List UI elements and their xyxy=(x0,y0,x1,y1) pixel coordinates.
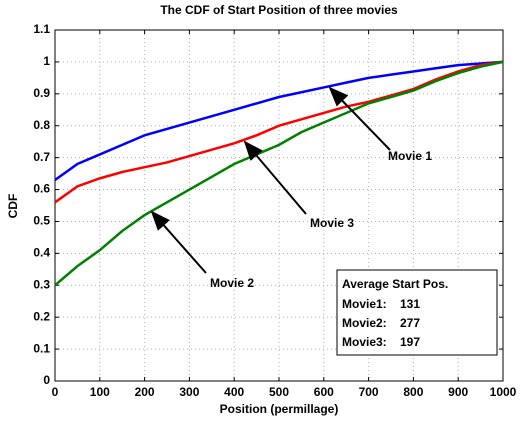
y-tick-label: 0.4 xyxy=(33,246,50,260)
x-tick-label: 900 xyxy=(448,385,468,399)
info-box-label: Movie3: xyxy=(342,335,387,349)
y-tick-label: 0.8 xyxy=(33,118,50,132)
y-tick-label: 0 xyxy=(43,373,50,387)
x-tick-label: 200 xyxy=(135,385,155,399)
y-tick-label: 0.3 xyxy=(33,277,50,291)
y-tick-label: 1.1 xyxy=(33,22,50,36)
x-tick-label: 800 xyxy=(403,385,423,399)
y-tick-label: 0.7 xyxy=(33,150,50,164)
y-axis-label: CDF xyxy=(6,194,20,219)
info-box-value: 197 xyxy=(400,335,420,349)
info-box-label: Movie1: xyxy=(342,297,387,311)
info-box-value: 277 xyxy=(400,316,420,330)
y-tick-label: 0.6 xyxy=(33,182,50,196)
annotation-arrow xyxy=(150,210,207,274)
plot-frame xyxy=(54,29,504,382)
annotation: Movie 2 xyxy=(210,276,254,290)
y-tick-label: 0.9 xyxy=(33,86,50,100)
series-line xyxy=(54,60,504,204)
y-tick-label: 0.1 xyxy=(33,341,50,355)
chart-title: The CDF of Start Position of three movie… xyxy=(160,3,398,17)
y-tick-label: 1 xyxy=(43,54,50,68)
x-tick-label: 600 xyxy=(314,385,334,399)
x-tick-label: 500 xyxy=(269,385,289,399)
x-tick-label: 400 xyxy=(224,385,244,399)
y-tick-label: 0.2 xyxy=(33,309,50,323)
annotation: Movie 3 xyxy=(310,216,354,230)
info-box-value: 131 xyxy=(400,297,420,311)
info-box-label: Movie2: xyxy=(342,316,387,330)
x-tick-label: 0 xyxy=(52,385,59,399)
annotation: Movie 1 xyxy=(388,149,432,163)
x-tick-label: 300 xyxy=(179,385,199,399)
annotation-arrow xyxy=(328,86,391,151)
x-axis-label: Position (permillage) xyxy=(220,402,339,416)
x-tick-label: 700 xyxy=(359,385,379,399)
series-line xyxy=(54,60,504,287)
y-tick-label: 0.5 xyxy=(33,214,50,228)
series-line xyxy=(54,60,504,181)
info-box-title: Average Start Pos. xyxy=(342,277,448,291)
x-tick-label: 100 xyxy=(90,385,110,399)
info-box xyxy=(336,269,498,356)
annotation-arrow xyxy=(243,140,307,215)
x-tick-label: 1000 xyxy=(490,385,517,399)
